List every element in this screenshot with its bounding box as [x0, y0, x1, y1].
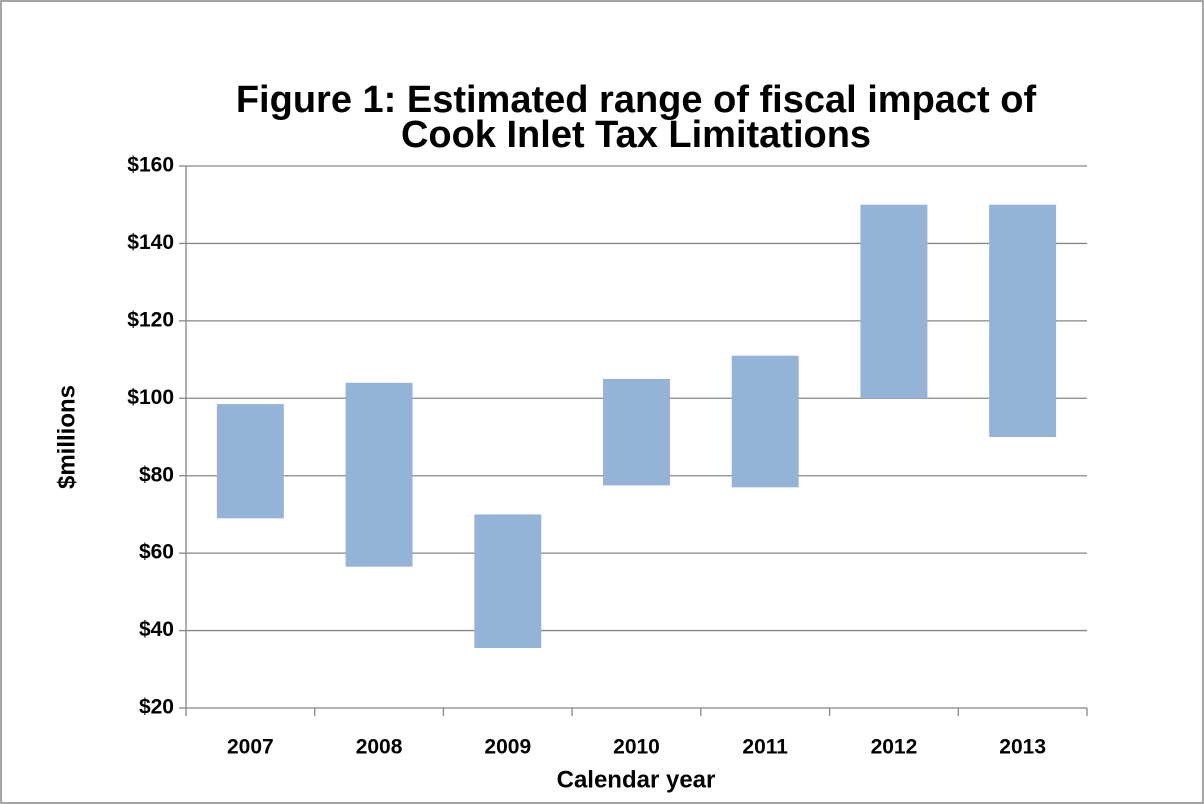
bar: [216, 404, 284, 519]
bar: [989, 204, 1057, 437]
bar: [474, 514, 542, 648]
x-tick-label: 2007: [227, 736, 274, 759]
y-tick-label: $80: [139, 463, 174, 486]
x-tick-label: 2012: [871, 736, 918, 759]
x-tick-label: 2009: [484, 736, 531, 759]
bar: [860, 204, 928, 399]
x-tick-label: 2008: [356, 736, 403, 759]
y-tick-label: $60: [139, 541, 174, 564]
x-axis-title: Calendar year: [557, 766, 716, 793]
y-tick-label: $160: [127, 154, 174, 177]
y-tick-label: $40: [139, 618, 174, 641]
x-tick-label: 2010: [613, 736, 660, 759]
y-tick-label: $120: [127, 308, 174, 331]
chart-title: Figure 1: Estimated range of fiscal impa…: [236, 79, 1037, 121]
y-tick-label: $140: [127, 231, 174, 254]
y-tick-label: $20: [139, 696, 174, 719]
bar: [603, 378, 670, 486]
chart-title: Cook Inlet Tax Limitations: [401, 114, 871, 156]
bar: [345, 382, 413, 567]
bar: [731, 355, 799, 488]
x-tick-label: 2011: [742, 736, 788, 759]
y-tick-label: $100: [127, 386, 174, 409]
x-tick-label: 2013: [999, 736, 1046, 759]
y-axis-title: $millions: [53, 385, 80, 489]
